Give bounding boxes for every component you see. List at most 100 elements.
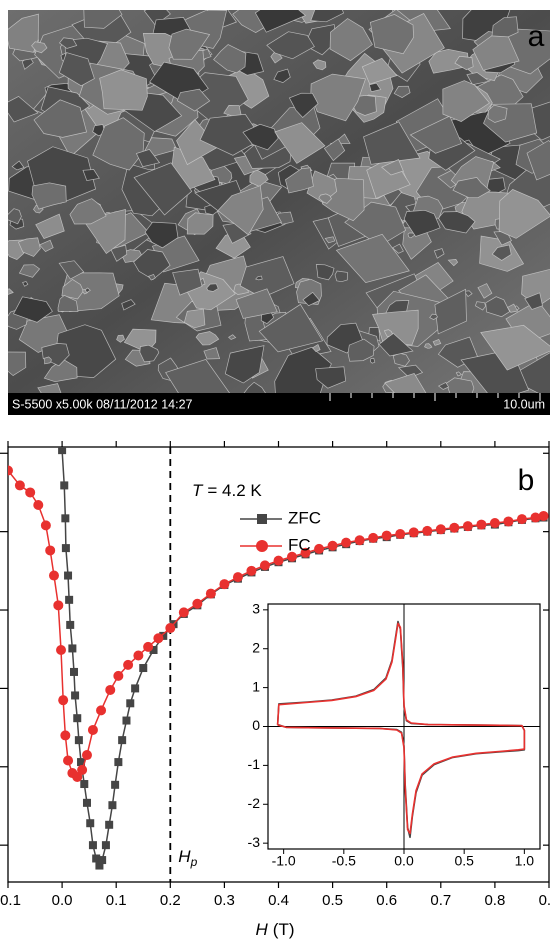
reference-label: Hp (178, 847, 197, 869)
marker (80, 780, 88, 788)
marker (490, 518, 500, 528)
marker (314, 544, 324, 554)
y-tick-label: 3 (252, 601, 260, 617)
sem-image: S-5500 x5.00k 08/11/2012 14:27 10.0um a (1, 0, 550, 415)
legend-title-variable: T (192, 481, 204, 500)
sem-grain (44, 357, 51, 364)
marker (539, 511, 549, 521)
x-tick-label: 0.3 (214, 892, 235, 909)
x-tick-label: 0.5 (454, 853, 474, 869)
marker (77, 765, 87, 775)
marker (133, 650, 143, 660)
marker (60, 481, 68, 489)
x-tick-label: 0.5 (322, 892, 343, 909)
marker (45, 545, 55, 555)
marker (355, 535, 365, 545)
marker (75, 736, 83, 744)
marker (219, 579, 229, 589)
x-tick-label: 0.8 (484, 892, 505, 909)
marker (192, 599, 202, 609)
marker (476, 520, 486, 530)
marker (139, 664, 147, 672)
marker (66, 621, 74, 629)
marker (88, 725, 98, 735)
y-tick-label: -1 (248, 756, 261, 772)
marker (65, 596, 73, 604)
marker (179, 607, 189, 617)
marker (436, 524, 446, 534)
marker (102, 841, 110, 849)
marker (503, 516, 513, 526)
x-tick-label: 0.0 (394, 853, 414, 869)
marker (62, 544, 70, 552)
x-tick-label: 0.4 (268, 892, 289, 909)
legend-label: ZFC (288, 508, 321, 527)
sem-grain (335, 271, 347, 282)
marker (49, 571, 59, 581)
panel-label: b (518, 464, 535, 497)
marker (41, 520, 51, 530)
marker (60, 730, 70, 740)
marker (341, 538, 351, 548)
x-axis-unit: (T) (273, 920, 295, 939)
legend-marker (257, 514, 267, 524)
marker (123, 660, 133, 670)
marker (89, 841, 97, 849)
marker (328, 541, 338, 551)
scale-label: 10.0um (503, 397, 545, 411)
legend-label: FC (288, 535, 311, 554)
legend-title-text: = 4.2 K (207, 481, 262, 500)
marker (108, 801, 116, 809)
marker (206, 589, 216, 599)
marker (409, 527, 419, 537)
marker (368, 533, 378, 543)
marker (64, 572, 72, 580)
marker (395, 529, 405, 539)
marker (517, 514, 527, 524)
marker (233, 572, 243, 582)
marker (153, 633, 163, 643)
marker (143, 642, 153, 652)
marker (122, 717, 130, 725)
marker (274, 556, 284, 566)
marker (83, 799, 91, 807)
marker (82, 750, 92, 760)
x-tick-label: 0.7 (430, 892, 451, 909)
y-tick-label: -3 (248, 834, 261, 850)
marker (70, 668, 78, 676)
x-tick-label: 0.1 (106, 892, 127, 909)
y-tick-label: 2 (252, 639, 260, 655)
marker (53, 600, 63, 610)
marker (86, 819, 94, 827)
sem-grain (370, 358, 375, 363)
x-axis-label: H(T) (256, 920, 295, 939)
marker (68, 644, 76, 652)
marker (73, 714, 81, 722)
marker (56, 645, 66, 655)
marker (131, 684, 139, 692)
marker (246, 566, 256, 576)
y-tick-label: -2 (248, 795, 261, 811)
x-axis-variable: H (256, 920, 269, 939)
marker (15, 480, 25, 490)
marker (63, 756, 73, 766)
marker (96, 705, 106, 715)
marker (422, 526, 432, 536)
x-tick-label: 0.6 (376, 892, 397, 909)
reference-subscript: p (190, 855, 198, 869)
marker (3, 466, 13, 476)
x-tick-label: 0.2 (160, 892, 181, 909)
marker (113, 671, 123, 681)
marker (105, 685, 115, 695)
page: S-5500 x5.00k 08/11/2012 14:27 10.0um a … (0, 0, 550, 946)
marker (111, 781, 119, 789)
x-tick-label: -0.1 (0, 892, 21, 909)
marker (105, 821, 113, 829)
marker (126, 699, 134, 707)
marker (118, 736, 126, 744)
legend-title: T= 4.2 K (192, 481, 262, 500)
instrument-info: S-5500 x5.00k 08/11/2012 14:27 (12, 397, 193, 411)
marker (463, 521, 473, 531)
y-tick-label: 0 (252, 717, 260, 733)
